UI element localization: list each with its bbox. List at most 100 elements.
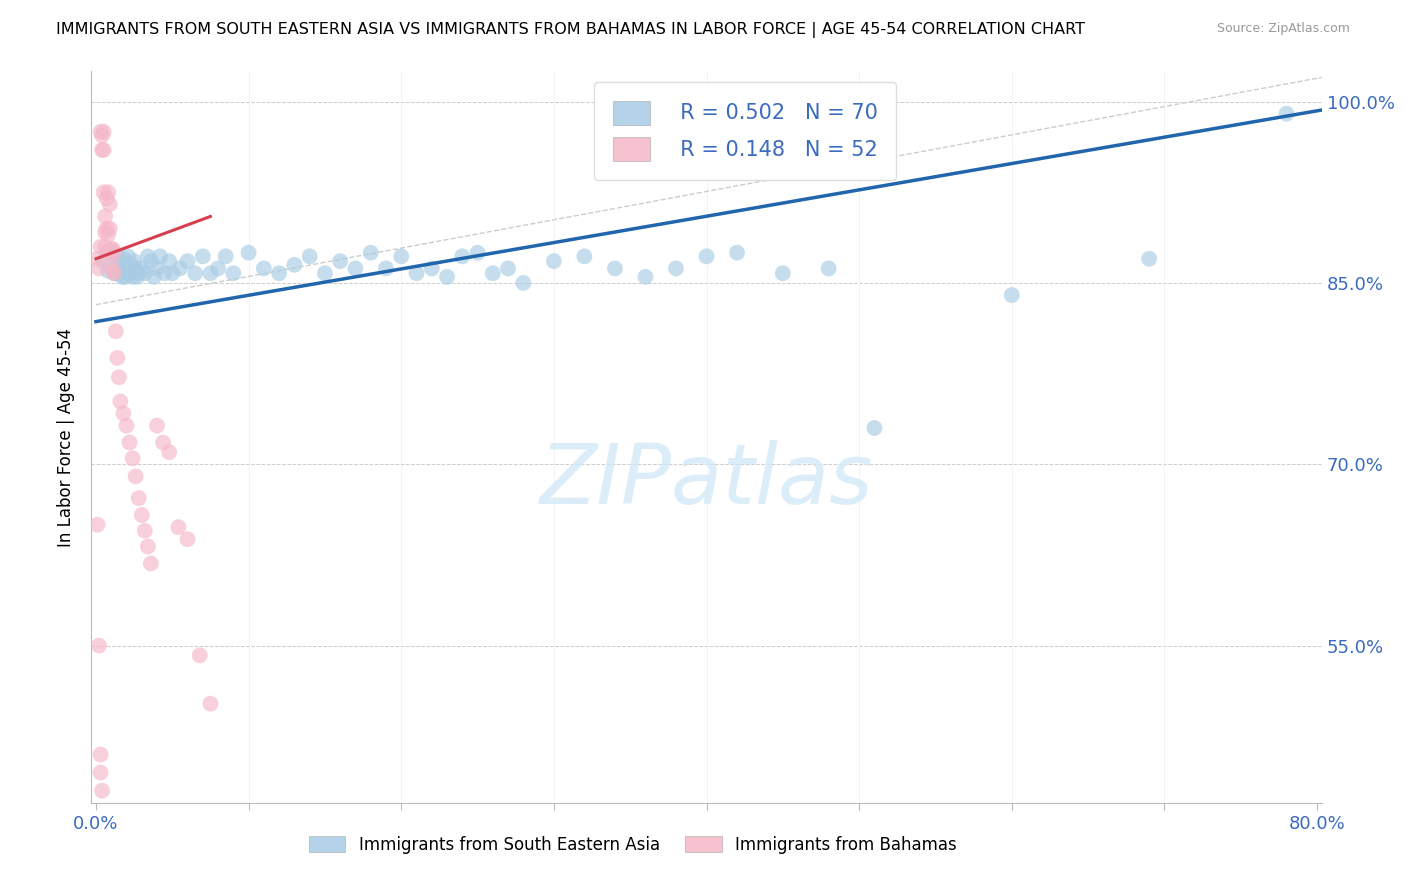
Point bbox=[93, 254, 115, 268]
Point bbox=[817, 261, 839, 276]
Point bbox=[112, 407, 135, 421]
Point bbox=[134, 266, 156, 280]
Point bbox=[176, 254, 198, 268]
Point bbox=[121, 269, 143, 284]
Point bbox=[90, 240, 112, 254]
Point bbox=[98, 245, 121, 260]
Point bbox=[96, 221, 118, 235]
Point bbox=[86, 252, 108, 266]
Point bbox=[93, 143, 115, 157]
Point bbox=[93, 125, 115, 139]
Point bbox=[96, 245, 118, 260]
Point bbox=[124, 261, 146, 276]
Point bbox=[1001, 288, 1024, 302]
Point bbox=[603, 261, 626, 276]
Point bbox=[128, 491, 150, 505]
Point bbox=[124, 469, 146, 483]
Point bbox=[127, 269, 149, 284]
Point bbox=[90, 125, 112, 139]
Point bbox=[146, 418, 169, 433]
Point bbox=[122, 254, 145, 268]
Point bbox=[94, 210, 117, 224]
Point bbox=[574, 249, 596, 263]
Point bbox=[188, 648, 211, 663]
Point bbox=[329, 254, 352, 268]
Point bbox=[451, 249, 474, 263]
Point bbox=[772, 266, 794, 280]
Point bbox=[298, 249, 321, 263]
Point bbox=[97, 227, 120, 242]
Point bbox=[696, 249, 718, 263]
Text: ZIPatlas: ZIPatlas bbox=[540, 441, 873, 522]
Point bbox=[134, 524, 156, 538]
Point bbox=[103, 266, 125, 280]
Point bbox=[110, 254, 132, 268]
Point bbox=[157, 254, 180, 268]
Point bbox=[482, 266, 505, 280]
Point bbox=[344, 261, 367, 276]
Point bbox=[97, 186, 120, 200]
Point bbox=[725, 245, 748, 260]
Point bbox=[863, 421, 886, 435]
Point bbox=[149, 249, 172, 263]
Point bbox=[136, 540, 159, 554]
Point bbox=[146, 261, 169, 276]
Point bbox=[103, 245, 125, 260]
Point bbox=[115, 261, 138, 276]
Point bbox=[1137, 252, 1160, 266]
Point bbox=[162, 266, 184, 280]
Point bbox=[118, 266, 141, 280]
Point bbox=[176, 533, 198, 547]
Point bbox=[405, 266, 427, 280]
Point bbox=[139, 254, 162, 268]
Point bbox=[98, 197, 121, 211]
Point bbox=[512, 276, 534, 290]
Point bbox=[104, 261, 127, 276]
Point bbox=[131, 508, 153, 522]
Point bbox=[111, 269, 134, 284]
Legend: Immigrants from South Eastern Asia, Immigrants from Bahamas: Immigrants from South Eastern Asia, Immi… bbox=[302, 829, 963, 860]
Point bbox=[153, 266, 176, 280]
Point bbox=[436, 269, 458, 284]
Point bbox=[87, 639, 110, 653]
Y-axis label: In Labor Force | Age 45-54: In Labor Force | Age 45-54 bbox=[56, 327, 75, 547]
Point bbox=[91, 783, 114, 797]
Point bbox=[108, 266, 131, 280]
Point bbox=[121, 451, 143, 466]
Point bbox=[118, 435, 141, 450]
Point bbox=[143, 269, 166, 284]
Point bbox=[200, 266, 222, 280]
Text: Source: ZipAtlas.com: Source: ZipAtlas.com bbox=[1216, 22, 1350, 36]
Point bbox=[97, 264, 120, 278]
Point bbox=[90, 765, 112, 780]
Point bbox=[375, 261, 398, 276]
Point bbox=[115, 418, 138, 433]
Point bbox=[184, 266, 207, 280]
Point bbox=[360, 245, 382, 260]
Point bbox=[103, 266, 125, 280]
Point bbox=[100, 245, 122, 260]
Point bbox=[100, 258, 122, 272]
Point bbox=[634, 269, 657, 284]
Point bbox=[94, 240, 117, 254]
Point bbox=[467, 245, 489, 260]
Point bbox=[86, 517, 108, 532]
Point bbox=[91, 143, 114, 157]
Point bbox=[114, 269, 136, 284]
Point bbox=[104, 324, 127, 338]
Point bbox=[136, 249, 159, 263]
Point bbox=[90, 747, 112, 762]
Point bbox=[91, 128, 114, 143]
Point bbox=[110, 394, 132, 409]
Point bbox=[128, 266, 150, 280]
Point bbox=[1275, 106, 1298, 120]
Point bbox=[543, 254, 565, 268]
Point bbox=[152, 435, 174, 450]
Point bbox=[117, 249, 139, 263]
Point bbox=[283, 258, 305, 272]
Point bbox=[112, 252, 135, 266]
Point bbox=[253, 261, 276, 276]
Point bbox=[98, 221, 121, 235]
Point bbox=[215, 249, 238, 263]
Point bbox=[96, 191, 118, 205]
